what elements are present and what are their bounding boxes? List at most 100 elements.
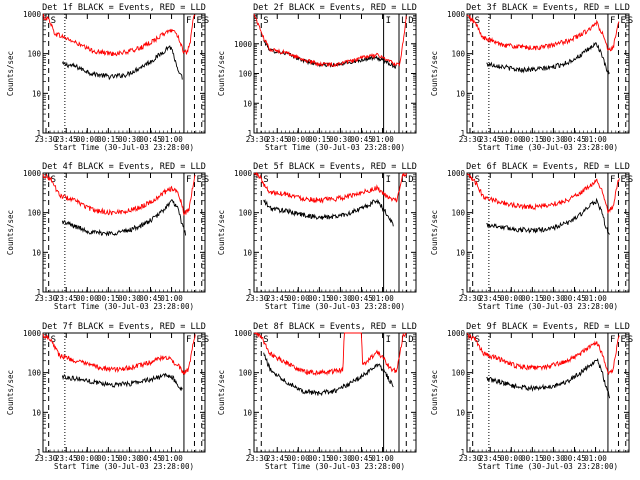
y-axis-label: Counts/sec bbox=[430, 370, 439, 415]
y-tick-label: 100 bbox=[238, 209, 252, 218]
marker-label: S bbox=[204, 335, 209, 345]
x-tick-label: 00:00 bbox=[500, 454, 523, 463]
x-tick-label: 01:00 bbox=[371, 454, 394, 463]
x-tick-label: 00:45 bbox=[350, 294, 373, 303]
marker-label: E bbox=[196, 335, 201, 345]
x-tick-label: 01:00 bbox=[371, 294, 394, 303]
marker-label: L bbox=[401, 175, 406, 185]
x-tick-label: 23:45 bbox=[479, 294, 502, 303]
y-tick-label: 1 bbox=[460, 288, 465, 297]
x-tick-label: 00:15 bbox=[521, 454, 544, 463]
marker-label: D bbox=[408, 16, 413, 26]
x-tick-label: 01:00 bbox=[160, 454, 183, 463]
y-tick-label: 1 bbox=[460, 448, 465, 457]
marker-label: S bbox=[628, 16, 633, 26]
y-tick-label: 100 bbox=[451, 369, 465, 378]
x-tick-label: 00:15 bbox=[97, 135, 120, 144]
panel-title: Det 9f BLACK = Events, RED = LLD bbox=[466, 322, 630, 332]
series-line-lld bbox=[42, 173, 196, 217]
panel-det-9f: Det 9f BLACK = Events, RED = LLD 1 10 100 10… bbox=[430, 322, 633, 471]
series-line-lld bbox=[253, 13, 407, 68]
x-tick-label: 23:30 bbox=[35, 294, 58, 303]
x-tick-label: 00:00 bbox=[76, 454, 99, 463]
x-tick-label: 23:30 bbox=[246, 454, 269, 463]
panel-det-4f: Det 4f BLACK = Events, RED = LLD 1 10 100 10… bbox=[6, 162, 209, 311]
x-tick-label: 00:45 bbox=[350, 454, 373, 463]
x-tick-label: 00:45 bbox=[563, 454, 586, 463]
y-tick-label: 1000 bbox=[234, 329, 253, 338]
x-tick-label: 00:30 bbox=[329, 454, 352, 463]
series-line-events bbox=[263, 352, 394, 397]
marker-label: E bbox=[620, 16, 625, 26]
x-axis-label: Start Time (30-Jul-03 23:28:00) bbox=[265, 302, 405, 311]
x-tick-label: 00:00 bbox=[287, 454, 310, 463]
marker-label: S bbox=[628, 175, 633, 185]
x-tick-label: 00:15 bbox=[308, 294, 331, 303]
x-tick-label: 00:45 bbox=[563, 294, 586, 303]
x-tick-label: 23:30 bbox=[459, 135, 482, 144]
marker-label: E bbox=[196, 16, 201, 26]
y-axis-label: Counts/sec bbox=[217, 210, 226, 255]
marker-label: E bbox=[620, 175, 625, 185]
y-tick-label: 1000 bbox=[234, 169, 253, 178]
series-line-events bbox=[61, 372, 183, 392]
x-tick-label: 23:30 bbox=[459, 454, 482, 463]
y-tick-label: 100 bbox=[27, 209, 41, 218]
x-tick-label: 23:45 bbox=[479, 135, 502, 144]
x-axis-label: Start Time (30-Jul-03 23:28:00) bbox=[54, 462, 194, 471]
panel-det-8f: Det 8f BLACK = Events, RED = LLD 1 10 100 10… bbox=[217, 322, 417, 471]
x-tick-label: 00:45 bbox=[139, 454, 162, 463]
marker-label: I bbox=[386, 335, 391, 345]
x-tick-label: 00:45 bbox=[563, 135, 586, 144]
marker-label: F bbox=[186, 335, 191, 345]
y-tick-label: 1 bbox=[247, 288, 252, 297]
y-tick-label: 1000 bbox=[447, 10, 466, 19]
marker-label: F bbox=[186, 16, 191, 26]
panel-title: Det 7f BLACK = Events, RED = LLD bbox=[42, 322, 206, 332]
marker-label: S bbox=[263, 16, 268, 26]
marker-label: S bbox=[263, 175, 268, 185]
y-tick-label: 10 bbox=[456, 408, 466, 417]
panel-title: Det 1f BLACK = Events, RED = LLD bbox=[42, 3, 206, 13]
x-tick-label: 00:30 bbox=[329, 294, 352, 303]
y-axis-label: Counts/sec bbox=[217, 370, 226, 415]
y-tick-label: 100 bbox=[451, 209, 465, 218]
x-tick-label: 00:15 bbox=[97, 294, 120, 303]
x-tick-label: 00:00 bbox=[76, 294, 99, 303]
y-tick-label: 1000 bbox=[23, 169, 42, 178]
x-tick-label: 23:45 bbox=[55, 454, 78, 463]
panel-det-5f: Det 5f BLACK = Events, RED = LLD 1 10 100 10… bbox=[217, 162, 417, 311]
series-line-lld bbox=[466, 14, 620, 52]
y-tick-label: 1 bbox=[460, 129, 465, 138]
x-tick-label: 23:30 bbox=[35, 135, 58, 144]
series-line-lld bbox=[466, 333, 620, 376]
y-tick-label: 1000 bbox=[447, 169, 466, 178]
marker-label: E bbox=[620, 335, 625, 345]
x-tick-label: 23:45 bbox=[266, 135, 289, 144]
x-tick-label: 00:00 bbox=[287, 135, 310, 144]
x-tick-label: 23:45 bbox=[55, 135, 78, 144]
x-axis-label: Start Time (30-Jul-03 23:28:00) bbox=[478, 302, 618, 311]
x-tick-label: 00:15 bbox=[521, 135, 544, 144]
series-line-lld bbox=[253, 171, 407, 204]
marker-label: L bbox=[401, 335, 406, 345]
x-tick-label: 23:45 bbox=[266, 454, 289, 463]
marker-label: E bbox=[196, 175, 201, 185]
x-axis-label: Start Time (30-Jul-03 23:28:00) bbox=[265, 462, 405, 471]
x-tick-label: 01:00 bbox=[584, 135, 607, 144]
marker-label: I bbox=[386, 16, 391, 26]
y-axis-label: Counts/sec bbox=[430, 210, 439, 255]
y-axis-label: Counts/sec bbox=[6, 370, 15, 415]
x-tick-label: 01:00 bbox=[584, 294, 607, 303]
x-tick-label: 00:00 bbox=[287, 294, 310, 303]
y-axis-label: Counts/sec bbox=[217, 51, 226, 96]
x-tick-label: 00:15 bbox=[97, 454, 120, 463]
x-tick-label: 00:00 bbox=[500, 294, 523, 303]
y-tick-label: 1 bbox=[247, 129, 252, 138]
y-tick-label: 10 bbox=[243, 248, 253, 257]
marker-label: S bbox=[204, 175, 209, 185]
panel-det-6f: Det 6f BLACK = Events, RED = LLD 1 10 100 10… bbox=[430, 162, 633, 311]
panel-title: Det 4f BLACK = Events, RED = LLD bbox=[42, 162, 206, 172]
plot-frame bbox=[466, 172, 630, 293]
x-tick-label: 01:00 bbox=[584, 454, 607, 463]
